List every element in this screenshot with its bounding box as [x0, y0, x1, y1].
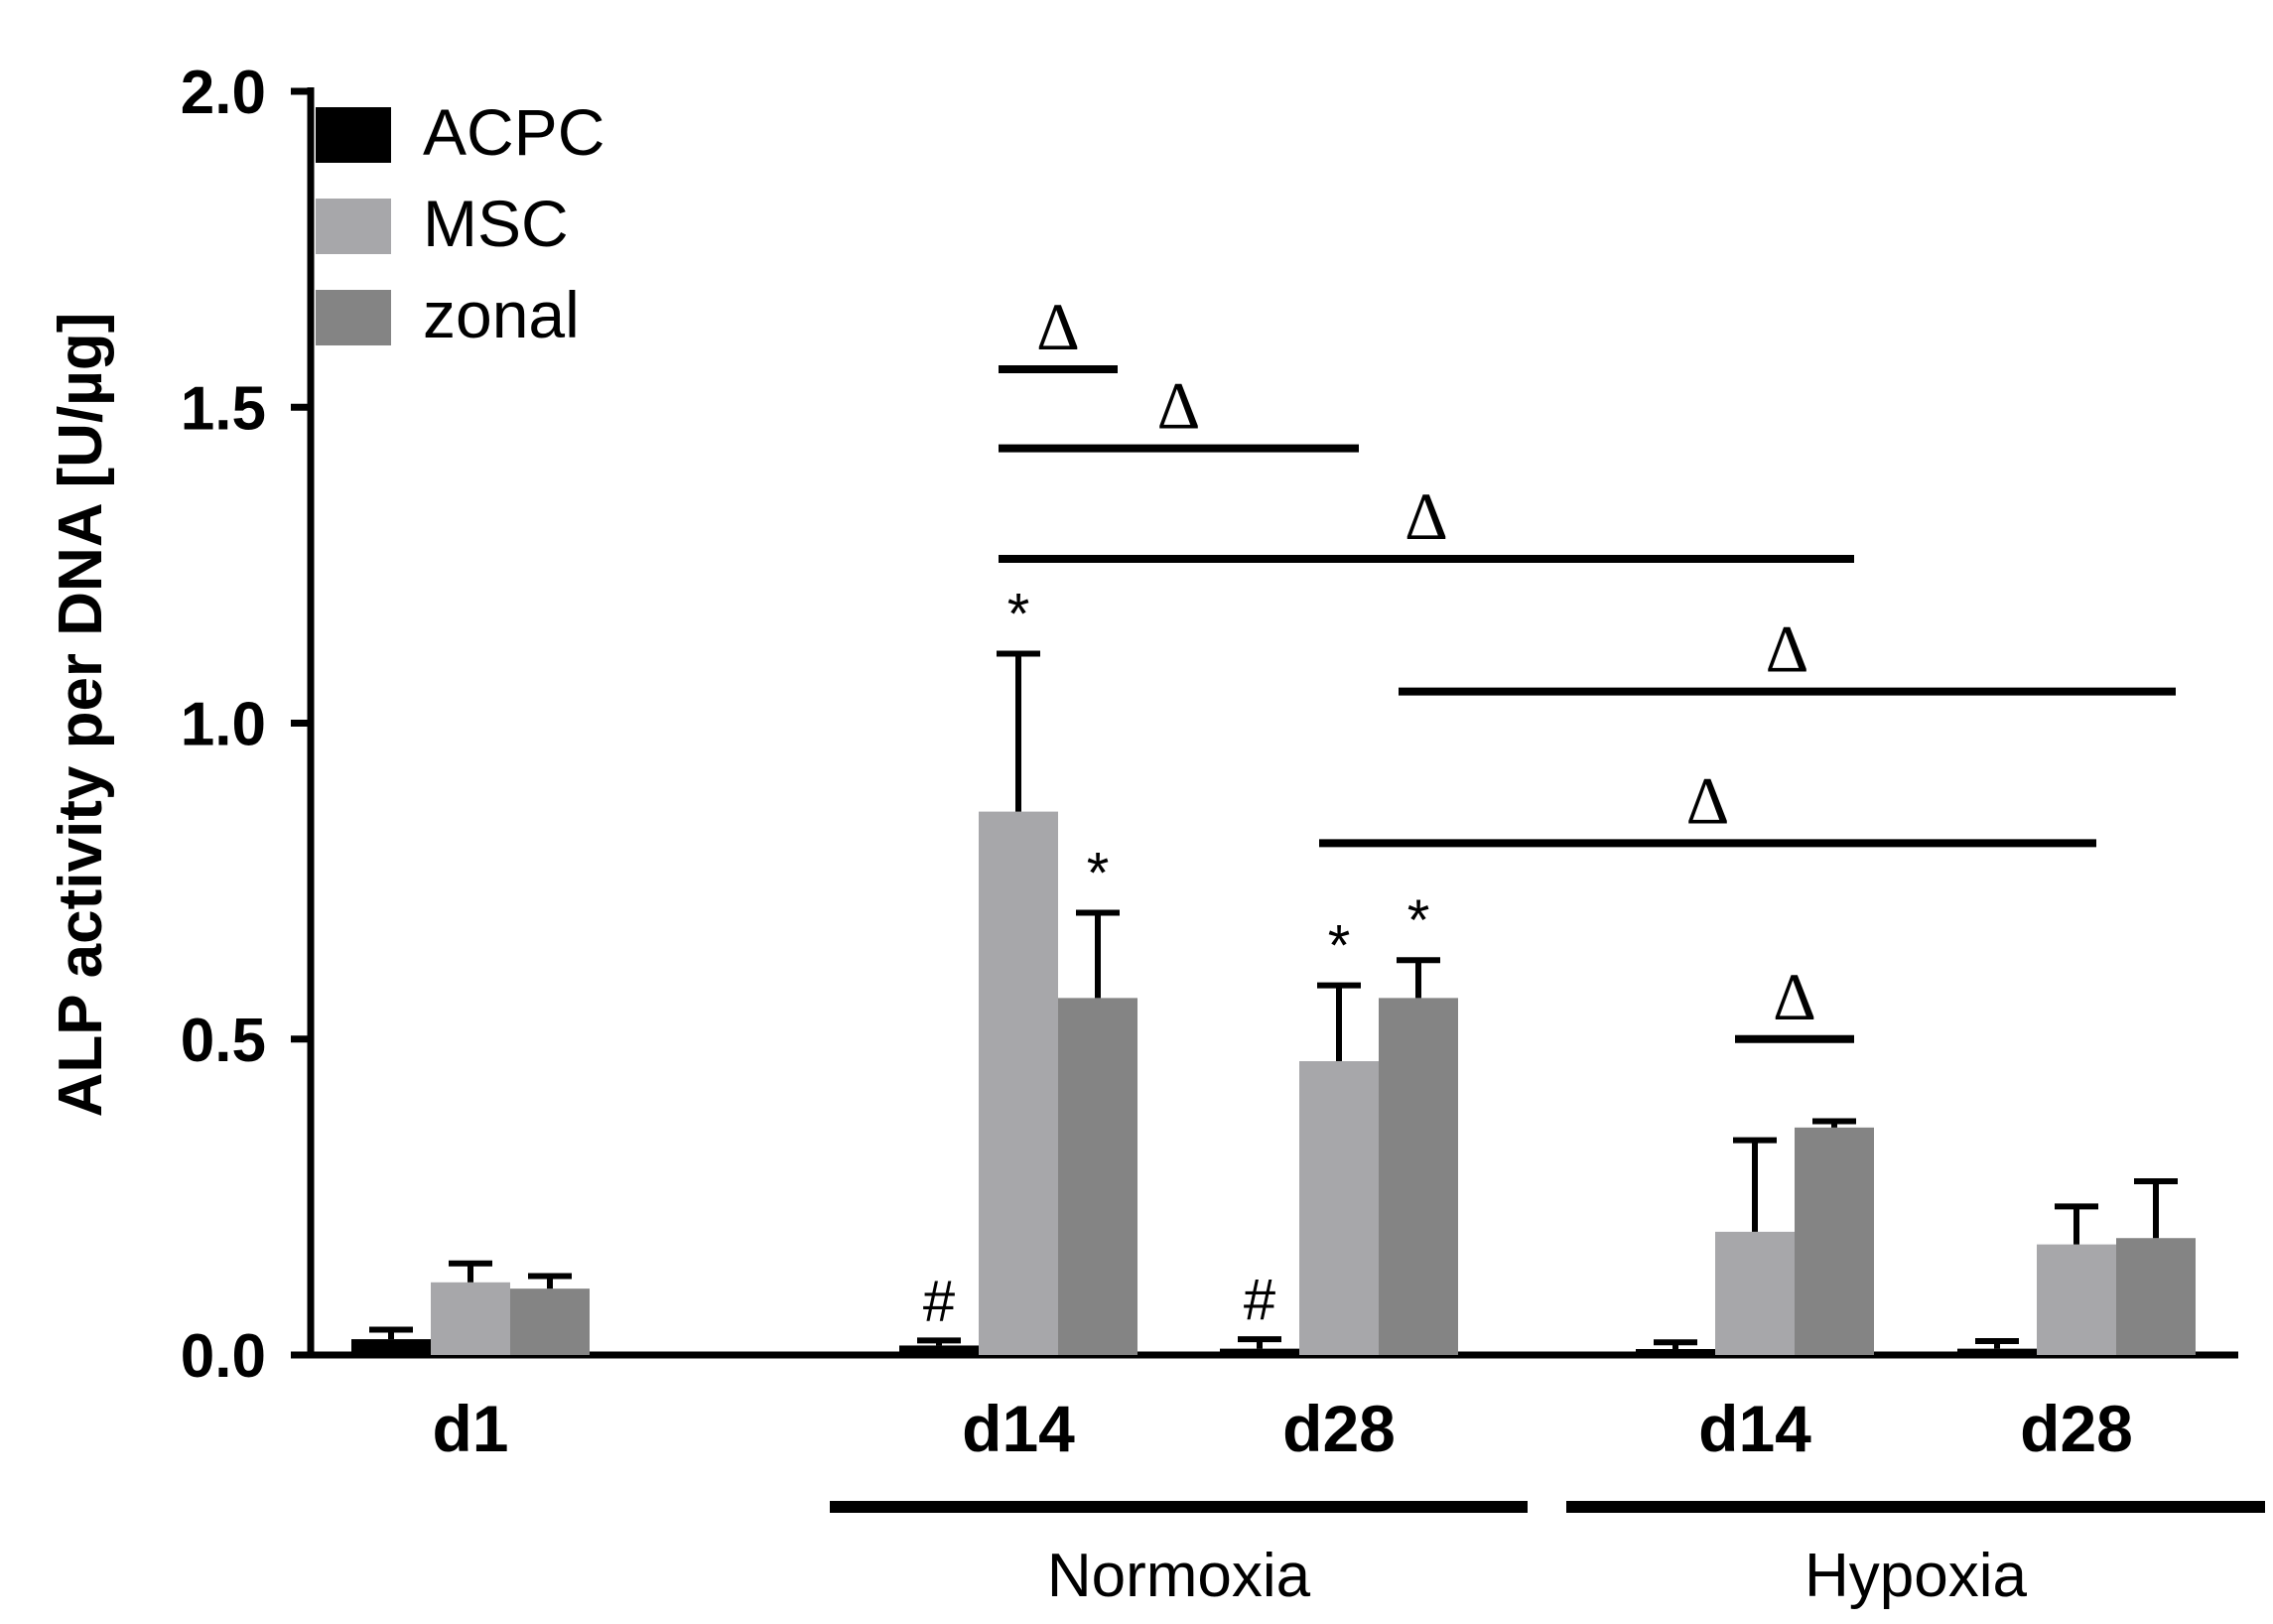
bar-acpc: [899, 1345, 979, 1355]
bar-zonal: [510, 1288, 590, 1355]
chart-legend: ACPC MSC zonal: [316, 95, 604, 351]
asterisk-marker: *: [1087, 841, 1110, 905]
bar-acpc: [1957, 1348, 2037, 1355]
legend-swatch-zonal: [316, 290, 391, 345]
x-tick-label: d28: [2020, 1392, 2133, 1465]
y-tick-label: 0.5: [181, 1007, 266, 1075]
condition-label: Hypoxia: [1805, 1542, 2028, 1610]
y-tick-label: 2.0: [181, 59, 266, 127]
x-tick-label: d14: [962, 1392, 1075, 1465]
asterisk-marker: *: [1407, 888, 1430, 953]
legend-swatch-msc: [316, 199, 391, 254]
chart-bars: [351, 650, 2196, 1355]
hash-marker: #: [923, 1269, 955, 1333]
delta-label: Δ: [1766, 611, 1809, 687]
delta-label: Δ: [1157, 368, 1201, 444]
x-tick-label: d14: [1698, 1392, 1811, 1465]
bar-zonal: [1379, 998, 1458, 1355]
hash-marker: #: [1244, 1268, 1275, 1332]
x-tick-label: d28: [1282, 1392, 1396, 1465]
y-tick-label: 0.0: [181, 1322, 266, 1391]
chart-axes: 0.0 0.5 1.0 1.5 2.0 d1 d14 d28 d14 d28 Normoxia Hyp…: [181, 59, 2265, 1610]
bar-msc: [1715, 1231, 1795, 1355]
y-tick-label: 1.5: [181, 374, 266, 443]
x-tick-label: d1: [432, 1392, 508, 1465]
delta-label: Δ: [1036, 289, 1080, 364]
asterisk-marker: *: [1328, 914, 1351, 979]
bar-zonal: [1795, 1127, 1874, 1355]
legend-swatch-acpc: [316, 107, 391, 163]
legend-label-acpc: ACPC: [423, 95, 604, 169]
legend-label-zonal: zonal: [423, 278, 580, 351]
bar-acpc: [1636, 1349, 1715, 1355]
bar-acpc: [351, 1339, 431, 1355]
bar-acpc: [1220, 1348, 1299, 1355]
legend-label-msc: MSC: [423, 187, 569, 260]
y-tick-label: 1.0: [181, 691, 266, 759]
delta-label: Δ: [1773, 959, 1816, 1034]
y-axis-label: ALP activity per DNA [U/µg]: [47, 313, 115, 1118]
delta-label: Δ: [1686, 762, 1730, 838]
condition-label: Normoxia: [1047, 1542, 1311, 1610]
asterisk-marker: *: [1007, 582, 1030, 646]
bar-msc: [1299, 1061, 1379, 1355]
bar-msc: [2037, 1244, 2116, 1355]
bar-msc: [979, 811, 1058, 1355]
bar-zonal: [2116, 1238, 2196, 1355]
bar-msc: [431, 1282, 510, 1355]
delta-label: Δ: [1404, 478, 1448, 554]
bar-zonal: [1058, 998, 1137, 1355]
